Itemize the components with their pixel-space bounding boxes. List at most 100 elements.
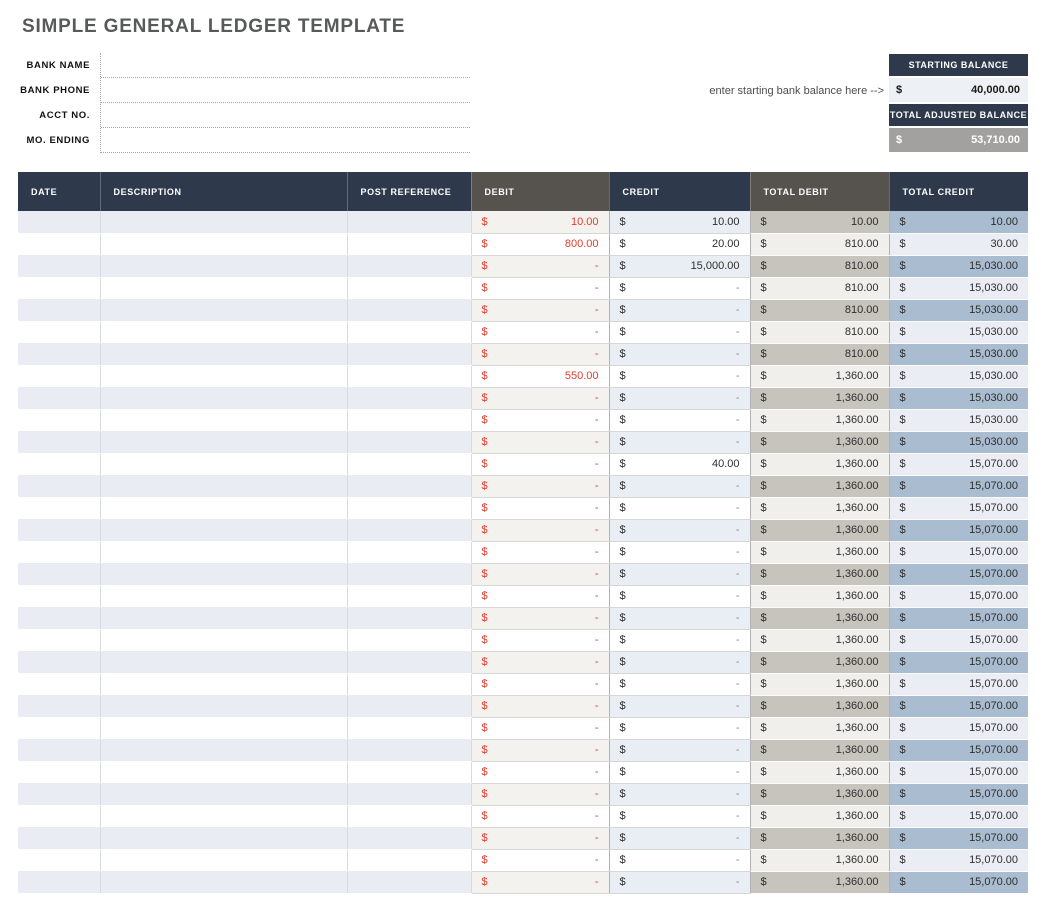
cell-credit[interactable]: $ - [608,761,750,784]
cell-post-reference[interactable] [347,717,472,740]
cell-description[interactable] [100,805,348,828]
cell-debit[interactable]: $ - [470,651,609,674]
cell-credit[interactable]: $ - [608,673,750,696]
cell-total-credit[interactable]: $15,030.00 [888,409,1028,432]
cell-credit[interactable]: $ - [608,871,750,894]
cell-debit[interactable]: $ - [470,805,609,828]
cell-credit[interactable]: $ - [608,651,750,674]
cell-date[interactable] [18,431,101,454]
cell-credit[interactable]: $ - [608,629,750,652]
cell-credit[interactable]: $20.00 [608,233,750,256]
cell-debit[interactable]: $ - [470,343,609,366]
cell-date[interactable] [18,387,101,410]
cell-date[interactable] [18,321,101,344]
cell-total-credit[interactable]: $15,030.00 [888,321,1028,344]
cell-credit[interactable]: $ - [608,431,750,454]
cell-total-debit[interactable]: $1,360.00 [749,849,889,872]
cell-date[interactable] [18,761,101,784]
cell-credit[interactable]: $ - [608,343,750,366]
cell-post-reference[interactable] [347,651,472,674]
cell-date[interactable] [18,563,101,586]
cell-credit[interactable]: $ - [608,519,750,542]
cell-total-credit[interactable]: $15,070.00 [888,695,1028,718]
cell-total-credit[interactable]: $10.00 [888,211,1028,234]
cell-post-reference[interactable] [347,849,472,872]
form-input-acct-no[interactable] [101,103,470,128]
form-input-bank-phone[interactable] [101,78,470,103]
cell-debit[interactable]: $550.00 [470,365,609,388]
cell-post-reference[interactable] [347,431,472,454]
cell-date[interactable] [18,871,101,894]
cell-date[interactable] [18,409,101,432]
cell-total-debit[interactable]: $1,360.00 [749,761,889,784]
cell-total-debit[interactable]: $810.00 [749,343,889,366]
cell-date[interactable] [18,211,101,234]
cell-debit[interactable]: $ - [470,607,609,630]
cell-description[interactable] [100,871,348,894]
cell-date[interactable] [18,277,101,300]
cell-total-debit[interactable]: $1,360.00 [749,365,889,388]
cell-credit[interactable]: $ - [608,849,750,872]
cell-credit[interactable]: $ - [608,475,750,498]
cell-credit[interactable]: $ - [608,585,750,608]
cell-total-credit[interactable]: $15,070.00 [888,805,1028,828]
cell-post-reference[interactable] [347,673,472,696]
cell-debit[interactable]: $ - [470,431,609,454]
cell-description[interactable] [100,387,348,410]
cell-post-reference[interactable] [347,365,472,388]
cell-total-credit[interactable]: $15,070.00 [888,761,1028,784]
cell-post-reference[interactable] [347,629,472,652]
cell-post-reference[interactable] [347,541,472,564]
cell-date[interactable] [18,673,101,696]
cell-credit[interactable]: $ - [608,695,750,718]
cell-description[interactable] [100,233,348,256]
cell-debit[interactable]: $ - [470,321,609,344]
cell-total-debit[interactable]: $1,360.00 [749,585,889,608]
cell-credit[interactable]: $ - [608,563,750,586]
cell-credit[interactable]: $ - [608,365,750,388]
cell-date[interactable] [18,717,101,740]
cell-description[interactable] [100,739,348,762]
cell-post-reference[interactable] [347,783,472,806]
cell-post-reference[interactable] [347,519,472,542]
cell-credit[interactable]: $40.00 [608,453,750,476]
cell-date[interactable] [18,827,101,850]
cell-description[interactable] [100,717,348,740]
cell-total-debit[interactable]: $1,360.00 [749,607,889,630]
cell-debit[interactable]: $800.00 [470,233,609,256]
cell-total-credit[interactable]: $15,030.00 [888,255,1028,278]
cell-credit[interactable]: $ - [608,497,750,520]
cell-description[interactable] [100,783,348,806]
cell-description[interactable] [100,255,348,278]
cell-description[interactable] [100,409,348,432]
cell-description[interactable] [100,453,348,476]
cell-total-credit[interactable]: $30.00 [888,233,1028,256]
cell-date[interactable] [18,783,101,806]
cell-total-debit[interactable]: $1,360.00 [749,717,889,740]
cell-post-reference[interactable] [347,871,472,894]
cell-date[interactable] [18,475,101,498]
cell-credit[interactable]: $ - [608,299,750,322]
cell-post-reference[interactable] [347,409,472,432]
cell-post-reference[interactable] [347,827,472,850]
cell-total-credit[interactable]: $15,030.00 [888,277,1028,300]
cell-credit[interactable]: $ - [608,277,750,300]
cell-description[interactable] [100,475,348,498]
cell-description[interactable] [100,827,348,850]
cell-total-debit[interactable]: $1,360.00 [749,783,889,806]
cell-post-reference[interactable] [347,277,472,300]
cell-total-debit[interactable]: $10.00 [749,211,889,234]
cell-post-reference[interactable] [347,453,472,476]
cell-date[interactable] [18,629,101,652]
cell-post-reference[interactable] [347,255,472,278]
cell-total-credit[interactable]: $15,030.00 [888,431,1028,454]
starting-balance-cell[interactable]: $ 40,000.00 [889,78,1028,102]
cell-debit[interactable]: $ - [470,783,609,806]
cell-post-reference[interactable] [347,607,472,630]
cell-post-reference[interactable] [347,475,472,498]
cell-post-reference[interactable] [347,695,472,718]
cell-total-credit[interactable]: $15,070.00 [888,475,1028,498]
cell-post-reference[interactable] [347,233,472,256]
cell-total-debit[interactable]: $1,360.00 [749,871,889,894]
cell-date[interactable] [18,365,101,388]
